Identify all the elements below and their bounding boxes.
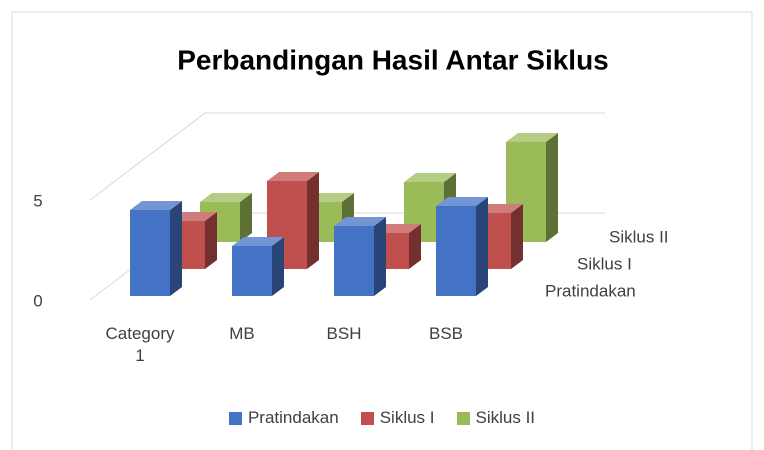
bar <box>130 201 182 296</box>
bar-top <box>506 133 558 142</box>
y-tick-label: 5 <box>33 191 42 210</box>
bar-front <box>334 226 374 296</box>
bar-side <box>307 172 319 269</box>
bar-side <box>170 201 182 296</box>
bar-top <box>436 197 488 206</box>
bar-top <box>130 201 182 210</box>
bar-side <box>374 217 386 296</box>
x-tick-label: MB <box>229 324 255 343</box>
bar-top <box>334 217 386 226</box>
bar <box>334 217 386 296</box>
bar <box>436 197 488 296</box>
bar-side <box>205 212 217 269</box>
grid-line <box>89 112 206 201</box>
legend-item: Siklus I <box>360 408 435 428</box>
legend-swatch <box>360 411 374 425</box>
bar-front <box>436 206 476 296</box>
depth-label: Siklus I <box>577 254 632 273</box>
legend-label: Siklus II <box>475 408 536 427</box>
x-tick-label: BSB <box>428 324 464 343</box>
bar-top <box>232 237 284 246</box>
legend-item: Siklus II <box>456 408 536 428</box>
bar-top <box>267 172 319 181</box>
chart-border <box>11 11 753 450</box>
depth-label: Pratindakan <box>545 281 636 300</box>
bar-side <box>409 224 421 269</box>
legend-label: Siklus I <box>379 408 435 427</box>
legend-swatch <box>228 411 242 425</box>
chart-title: Perbandingan Hasil Antar Siklus <box>177 44 609 75</box>
x-tick-label: BSH <box>326 324 362 343</box>
bar-side <box>546 133 558 242</box>
x-tick-label: Category 1 <box>105 324 175 365</box>
legend-item: Pratindakan <box>228 408 339 428</box>
legend-swatch <box>456 411 470 425</box>
bar <box>200 193 252 242</box>
bar-front <box>232 246 272 296</box>
y-tick-label: 0 <box>33 291 42 310</box>
bar-front <box>130 210 170 296</box>
bar <box>232 237 284 296</box>
bar-top <box>404 173 456 182</box>
bar-side <box>476 197 488 296</box>
legend-label: Pratindakan <box>247 408 339 427</box>
legend: Pratindakan Siklus I Siklus II <box>0 408 764 428</box>
depth-label: Siklus II <box>609 227 669 246</box>
bar-side <box>272 237 284 296</box>
bar-side <box>511 204 523 269</box>
bar-top <box>200 193 252 202</box>
bar-side <box>240 193 252 242</box>
